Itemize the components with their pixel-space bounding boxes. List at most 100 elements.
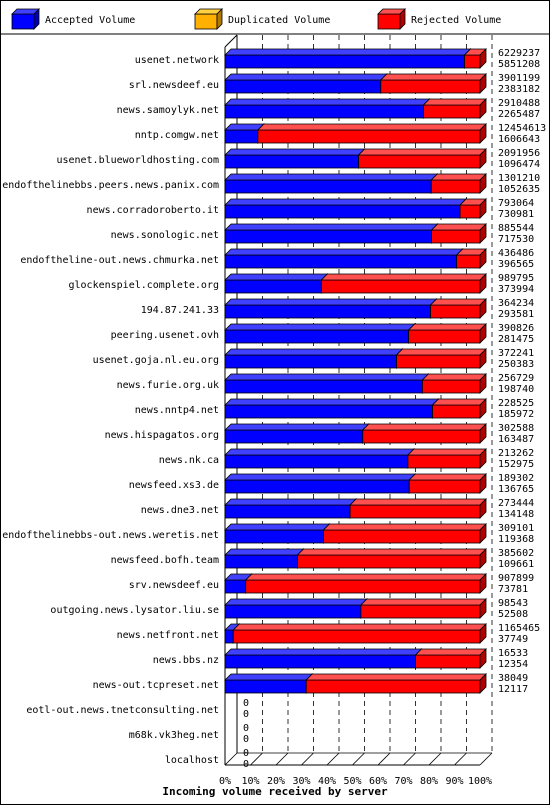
category-label-21: newsfeed.bofh.team — [111, 555, 219, 566]
bar-6-series-1 — [224, 173, 439, 194]
bar-21-series-3 — [296, 548, 487, 569]
x-tick-30: 30% — [292, 776, 310, 787]
bar-2-series-3 — [379, 73, 487, 94]
category-label-3: news.samoylyk.net — [117, 105, 219, 116]
category-label-17: news.nk.ca — [159, 455, 219, 466]
legend-swatch-3 — [377, 8, 406, 30]
bar-14-series-1 — [224, 373, 430, 394]
bar-8-series-1 — [224, 223, 439, 244]
value-label-accepted-29: 0 — [243, 759, 249, 770]
category-label-22: srv.newsdeef.eu — [129, 580, 219, 591]
value-label-accepted-25: 12354 — [498, 659, 528, 670]
value-label-total-29: 0 — [243, 748, 249, 759]
value-label-total-4: 12454613 — [498, 123, 546, 134]
value-label-total-19: 273444 — [498, 498, 534, 509]
category-label-24: news.netfront.net — [117, 630, 219, 641]
category-label-20: endofthelinebbs-out.news.weretis.net — [2, 530, 219, 541]
value-label-accepted-19: 134148 — [498, 509, 534, 520]
floor-tick-70 — [403, 752, 416, 766]
x-tick-40: 40% — [318, 776, 336, 787]
bar-10-series-3 — [320, 273, 487, 294]
category-label-16: news.hispagatos.org — [105, 430, 219, 441]
category-label-7: news.corradoroberto.it — [87, 205, 219, 216]
category-label-27: eotl-out.news.tnetconsulting.net — [26, 705, 219, 716]
value-label-total-9: 436486 — [498, 248, 534, 259]
bar-23-series-3 — [359, 598, 487, 619]
value-label-total-2: 3901199 — [498, 73, 540, 84]
value-label-total-12: 390826 — [498, 323, 534, 334]
bar-13-series-1 — [224, 348, 404, 369]
legend-label-2: Duplicated Volume — [228, 15, 330, 26]
value-label-accepted-7: 730981 — [498, 209, 534, 220]
value-label-accepted-5: 1096474 — [498, 159, 540, 170]
category-label-18: newsfeed.xs3.de — [129, 480, 219, 491]
category-label-19: news.dne3.net — [141, 505, 219, 516]
value-label-total-5: 2091956 — [498, 148, 540, 159]
value-label-total-7: 793064 — [498, 198, 534, 209]
x-tick-60: 60% — [369, 776, 387, 787]
bar-17-series-3 — [406, 448, 487, 469]
category-label-6: endofthelinebbs.peers.news.panix.com — [2, 180, 219, 191]
value-label-accepted-16: 163487 — [498, 434, 534, 445]
category-label-28: m68k.vk3heg.net — [129, 730, 219, 741]
floor-tick-80 — [428, 752, 442, 766]
bar-5-series-1 — [224, 148, 366, 169]
value-label-accepted-18: 136765 — [498, 484, 534, 495]
floor-tick-10 — [250, 752, 263, 766]
value-label-total-27: 0 — [243, 698, 249, 709]
bar-19-series-3 — [349, 498, 487, 519]
bar-15-series-1 — [224, 398, 440, 419]
value-label-total-20: 309101 — [498, 523, 534, 534]
bar-10-series-1 — [224, 273, 329, 294]
category-label-5: usenet.blueworldhosting.com — [56, 155, 219, 166]
bar-22-series-3 — [244, 573, 487, 594]
value-label-accepted-11: 293581 — [498, 309, 534, 320]
value-label-accepted-24: 37749 — [498, 634, 528, 645]
value-label-total-11: 364234 — [498, 298, 534, 309]
bar-18-series-3 — [408, 473, 487, 494]
category-label-15: news.nntp4.net — [135, 405, 219, 416]
x-tick-10: 10% — [241, 776, 259, 787]
value-label-total-8: 885544 — [498, 223, 534, 234]
value-label-accepted-13: 250383 — [498, 359, 534, 370]
bar-19-series-1 — [224, 498, 358, 519]
x-tick-90: 90% — [445, 776, 463, 787]
value-label-accepted-10: 373994 — [498, 284, 534, 295]
floor-tick-90 — [454, 752, 467, 766]
legend-label-3: Rejected Volume — [411, 15, 501, 26]
category-label-2: srl.newsdeef.eu — [129, 80, 219, 91]
value-label-accepted-27: 0 — [243, 709, 249, 720]
x-tick-50: 50% — [343, 776, 361, 787]
value-label-total-10: 989795 — [498, 273, 534, 284]
bar-25-series-3 — [414, 648, 487, 669]
category-label-1: usenet.network — [135, 55, 219, 66]
floor-tick-40 — [326, 752, 340, 766]
value-label-accepted-28: 0 — [243, 734, 249, 745]
category-label-14: news.furie.org.uk — [117, 380, 219, 391]
value-label-accepted-6: 1052635 — [498, 184, 540, 195]
bar-9-series-1 — [224, 248, 464, 269]
x-axis-title: Incoming volume received by server — [162, 785, 388, 798]
value-label-total-6: 1301210 — [498, 173, 540, 184]
value-label-total-24: 1165465 — [498, 623, 540, 634]
bar-6-series-3 — [430, 173, 487, 194]
bar-11-series-3 — [429, 298, 487, 319]
floor-tick-0 — [224, 752, 238, 766]
value-label-accepted-4: 1606643 — [498, 134, 540, 145]
value-label-total-21: 385602 — [498, 548, 534, 559]
bar-11-series-1 — [224, 298, 438, 319]
bar-3-series-3 — [422, 98, 487, 119]
category-label-23: outgoing.news.lysator.liu.se — [50, 605, 219, 616]
value-label-total-28: 0 — [243, 723, 249, 734]
floor-tick-30 — [301, 752, 314, 766]
bar-20-series-3 — [322, 523, 487, 544]
bar-18-series-1 — [224, 473, 417, 494]
category-label-4: nntp.comgw.net — [135, 130, 219, 141]
value-label-accepted-17: 152975 — [498, 459, 534, 470]
value-label-accepted-9: 396565 — [498, 259, 534, 270]
value-label-total-22: 907899 — [498, 573, 534, 584]
value-label-accepted-14: 198740 — [498, 384, 534, 395]
bar-23-series-1 — [224, 598, 368, 619]
bar-26-series-1 — [224, 673, 314, 694]
x-tick-100: 100% — [468, 776, 492, 787]
